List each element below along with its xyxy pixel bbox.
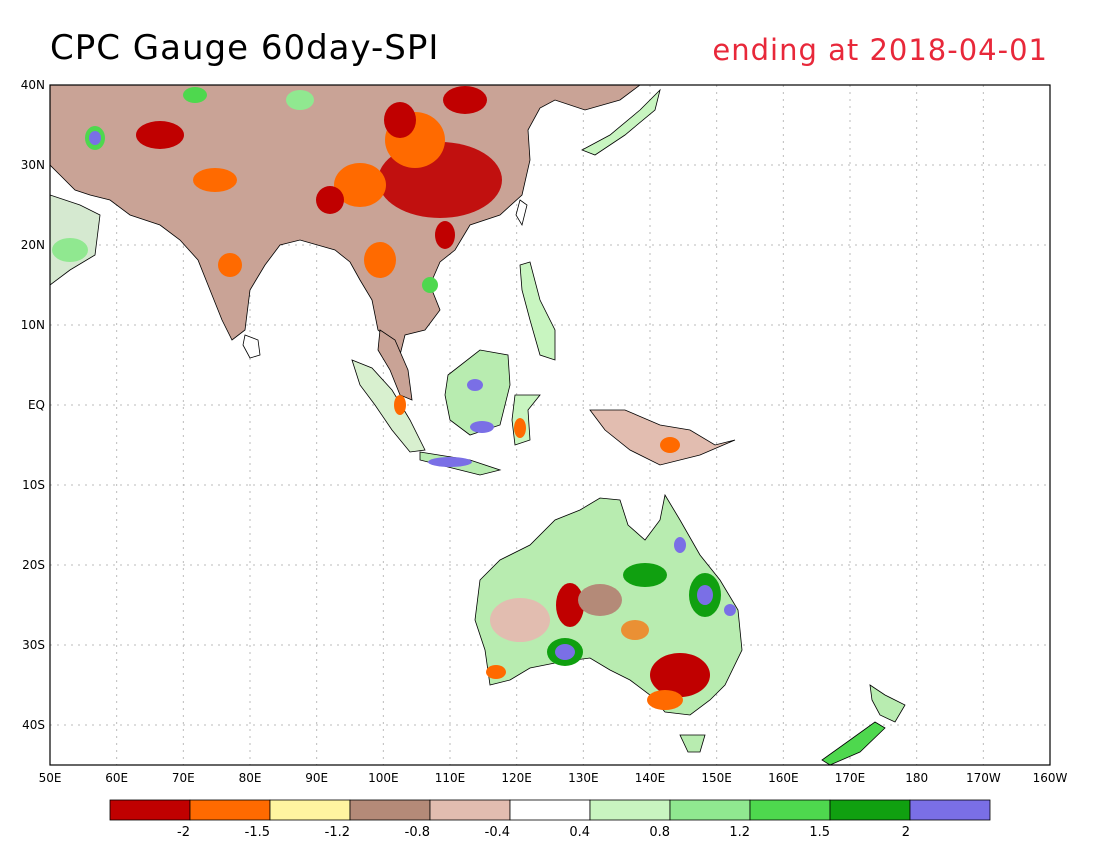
- japan: [581, 88, 661, 156]
- colorbar-swatch: [509, 799, 591, 821]
- lat-label: 10S: [22, 478, 45, 492]
- spi-anomaly-blobs: [52, 86, 736, 710]
- map-border: [49, 84, 1051, 766]
- colorbar-tick-label: 0.4: [569, 825, 590, 840]
- tasmania: [679, 734, 706, 753]
- colorbar-tick-label: -2: [177, 825, 190, 840]
- lon-label: 60E: [105, 771, 128, 785]
- colorbar-swatch: [749, 799, 831, 821]
- latitude-labels: 40N 30N 20N 10N EQ 10S 20S 30S 40S: [21, 78, 45, 732]
- colorbar-tick-label: -1.2: [325, 825, 350, 840]
- lat-label: 10N: [21, 318, 45, 332]
- lon-label: 110E: [435, 771, 466, 785]
- lat-label: 20S: [22, 558, 45, 572]
- asia-landmass: [50, 85, 641, 356]
- lon-label: 150E: [701, 771, 732, 785]
- sri-lanka: [242, 334, 261, 359]
- colorbar-swatch: [189, 799, 271, 821]
- lon-label: 160W: [1033, 771, 1068, 785]
- colorbar-tick-label: 1.5: [809, 825, 830, 840]
- colorbar-swatch: [429, 799, 511, 821]
- lat-label: 20N: [21, 238, 45, 252]
- colorbar-tick-label: -0.4: [485, 825, 510, 840]
- lon-label: 50E: [39, 771, 62, 785]
- lon-label: 90E: [305, 771, 328, 785]
- colorbar-swatch: [909, 799, 991, 821]
- malay-peninsula: [377, 329, 413, 401]
- new-zealand-north: [869, 684, 906, 723]
- colorbar-tick-label: -0.8: [405, 825, 430, 840]
- map-date: ending at 2018-04-01: [712, 33, 1048, 67]
- lat-label: 40N: [21, 78, 45, 92]
- colorbar-swatch: [669, 799, 751, 821]
- philippines: [519, 261, 556, 361]
- lon-label: 130E: [568, 771, 599, 785]
- colorbar-swatch: [109, 799, 191, 821]
- lon-label: 180: [905, 771, 928, 785]
- lon-label: 100E: [368, 771, 399, 785]
- lat-label: 40S: [22, 718, 45, 732]
- lon-label: 120E: [501, 771, 532, 785]
- colorbar-tick-label: 0.8: [649, 825, 670, 840]
- lon-label: 140E: [635, 771, 666, 785]
- map-title: CPC Gauge 60day-SPI: [50, 28, 440, 68]
- land-layer: [50, 85, 906, 765]
- sumatra: [351, 359, 426, 453]
- new-guinea: [589, 409, 736, 466]
- lon-label: 80E: [239, 771, 262, 785]
- colorbar-swatch: [829, 799, 911, 821]
- colorbar-swatch: [269, 799, 351, 821]
- colorbar-swatch: [589, 799, 671, 821]
- lat-label: 30S: [22, 638, 45, 652]
- colorbar: -2 -1.5 -1.2 -0.8 -0.4 0.4 0.8 1.2 1.5 2: [109, 799, 991, 840]
- lon-label: 170E: [835, 771, 866, 785]
- borneo: [444, 349, 511, 436]
- taiwan: [515, 199, 528, 227]
- lon-label: 160E: [768, 771, 799, 785]
- lat-label: EQ: [28, 398, 45, 412]
- colorbar-tick-label: -1.5: [245, 825, 270, 840]
- lon-label: 170W: [966, 771, 1001, 785]
- longitude-labels: 50E 60E 70E 80E 90E 100E 110E 120E 130E 140E 150E 1…: [39, 771, 1068, 785]
- new-zealand-south: [821, 721, 886, 765]
- colorbar-tick-label: 2: [902, 825, 910, 840]
- lat-label: 30N: [21, 158, 45, 172]
- colorbar-tick-label: 1.2: [729, 825, 750, 840]
- colorbar-swatch: [349, 799, 431, 821]
- lon-label: 70E: [172, 771, 195, 785]
